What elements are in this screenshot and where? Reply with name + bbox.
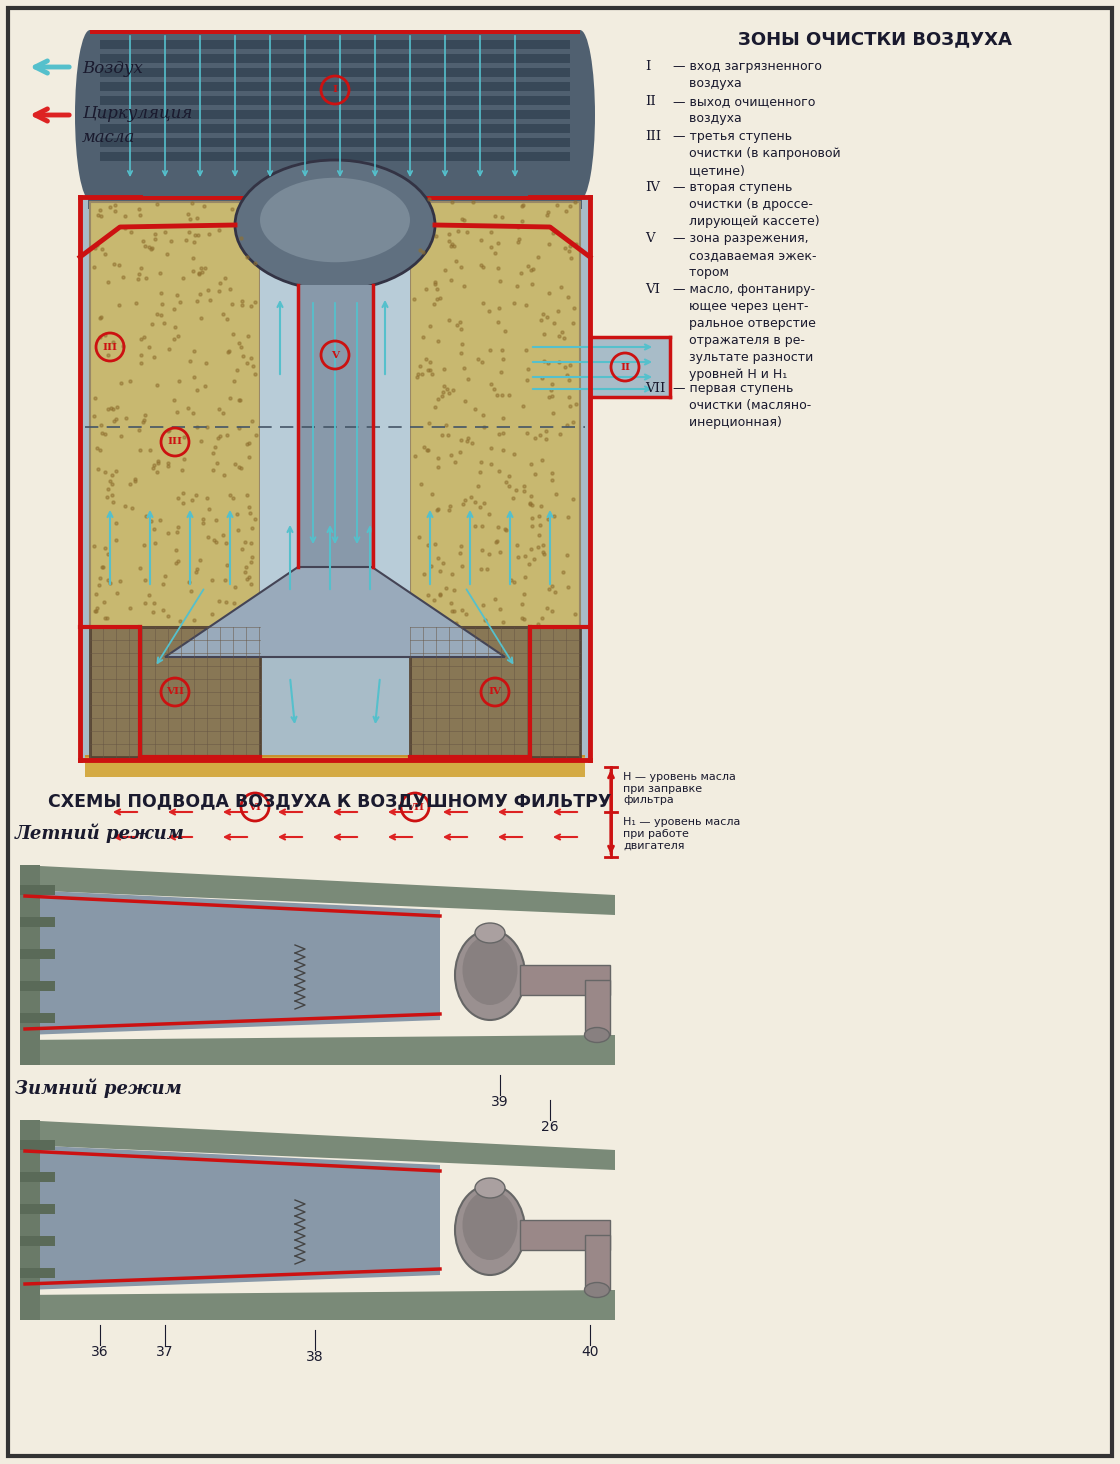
Ellipse shape	[585, 1282, 609, 1297]
Text: Воздух: Воздух	[82, 60, 143, 78]
Bar	[20, 981, 55, 991]
Text: Летний режим: Летний режим	[15, 823, 185, 843]
Ellipse shape	[235, 160, 435, 290]
Text: — масло, фонтаниру-
    ющее через цент-
    ральное отверстие
    отражателя в : — масло, фонтаниру- ющее через цент- рал…	[673, 283, 815, 381]
Text: VI: VI	[249, 802, 261, 811]
Bar	[520, 1220, 610, 1250]
Text: 40: 40	[581, 1345, 599, 1359]
Ellipse shape	[475, 1179, 505, 1198]
Bar	[100, 82, 570, 91]
Bar	[100, 152, 570, 161]
Bar	[20, 1236, 55, 1246]
Bar	[90, 202, 260, 627]
Bar	[90, 29, 580, 34]
Text: VII: VII	[645, 382, 665, 395]
Ellipse shape	[463, 1190, 517, 1261]
Text: V: V	[332, 350, 339, 360]
Polygon shape	[20, 1120, 615, 1170]
Ellipse shape	[75, 29, 105, 201]
Bar	[90, 627, 260, 757]
Text: I: I	[645, 60, 651, 73]
Bar	[100, 40, 570, 48]
Text: — вторая ступень
    очистки (в дроссе-
    лирующей кассете): — вторая ступень очистки (в дроссе- лиру…	[673, 182, 820, 228]
Bar	[100, 67, 570, 78]
Text: IV: IV	[645, 182, 660, 195]
Text: Н₁ — уровень масла
при работе
двигателя: Н₁ — уровень масла при работе двигателя	[623, 817, 740, 851]
Polygon shape	[20, 1035, 615, 1064]
Bar	[85, 757, 585, 777]
Text: ЗОНЫ ОЧИСТКИ ВОЗДУХА: ЗОНЫ ОЧИСТКИ ВОЗДУХА	[738, 29, 1012, 48]
Ellipse shape	[455, 930, 525, 1020]
Bar	[333, 198, 582, 209]
Text: I: I	[333, 85, 337, 95]
Text: — вход загрязненного
    воздуха: — вход загрязненного воздуха	[673, 60, 822, 89]
Text: Циркуляция
масла: Циркуляция масла	[82, 105, 193, 145]
Text: Зимний режим: Зимний режим	[15, 1079, 181, 1098]
Bar	[80, 198, 590, 760]
Bar	[260, 202, 410, 627]
Bar	[410, 202, 580, 627]
Text: Н — уровень масла
при заправке
фильтра: Н — уровень масла при заправке фильтра	[623, 772, 736, 805]
Ellipse shape	[475, 922, 505, 943]
Bar	[20, 1140, 55, 1151]
Bar	[90, 29, 580, 201]
Text: 36: 36	[91, 1345, 109, 1359]
Bar	[88, 198, 337, 209]
Bar	[520, 965, 610, 996]
Text: — зона разрежения,
    создаваемая эжек-
    тором: — зона разрежения, создаваемая эжек- тор…	[673, 231, 816, 280]
Bar	[100, 54, 570, 63]
Bar	[590, 337, 670, 397]
Bar	[20, 865, 40, 1064]
Text: 37: 37	[157, 1345, 174, 1359]
Text: IV: IV	[488, 688, 502, 697]
Text: VI: VI	[645, 283, 660, 296]
Bar	[298, 285, 373, 567]
Text: СХЕМЫ ПОДВОДА ВОЗДУХА К ВОЗДУШНОМУ ФИЛЬТРУ: СХЕМЫ ПОДВОДА ВОЗДУХА К ВОЗДУШНОМУ ФИЛЬТ…	[48, 792, 612, 810]
Polygon shape	[20, 865, 615, 915]
Bar	[100, 124, 570, 133]
Text: III: III	[103, 343, 118, 351]
Text: 39: 39	[492, 1095, 508, 1110]
Bar	[100, 110, 570, 119]
Text: — выход очищенного
    воздуха: — выход очищенного воздуха	[673, 95, 815, 124]
Ellipse shape	[463, 935, 517, 1004]
Bar	[20, 1120, 40, 1321]
Bar	[20, 1013, 55, 1023]
Ellipse shape	[564, 29, 595, 201]
Text: 38: 38	[306, 1350, 324, 1364]
Bar	[85, 755, 585, 757]
Text: VII: VII	[405, 802, 424, 811]
Text: II: II	[645, 95, 655, 108]
Bar	[90, 196, 580, 201]
Bar	[100, 138, 570, 146]
Text: III: III	[168, 438, 183, 447]
Bar	[20, 916, 55, 927]
Text: — первая ступень
    очистки (масляно-
    инерционная): — первая ступень очистки (масляно- инерц…	[673, 382, 811, 429]
Text: V: V	[645, 231, 654, 244]
Polygon shape	[25, 1145, 440, 1290]
Bar	[410, 627, 580, 757]
Polygon shape	[25, 890, 440, 1035]
Polygon shape	[20, 1290, 615, 1321]
Text: III: III	[645, 130, 661, 143]
Ellipse shape	[260, 177, 410, 262]
Polygon shape	[165, 567, 505, 657]
Bar	[20, 949, 55, 959]
Bar	[20, 1173, 55, 1181]
Bar	[585, 979, 610, 1035]
Text: — третья ступень
    очистки (в капроновой
    щетине): — третья ступень очистки (в капроновой щ…	[673, 130, 841, 177]
Bar	[100, 97, 570, 105]
Ellipse shape	[455, 1184, 525, 1275]
Ellipse shape	[585, 1028, 609, 1042]
Bar	[20, 1203, 55, 1214]
Text: II: II	[620, 363, 629, 372]
Text: VII: VII	[166, 688, 184, 697]
Bar	[20, 1268, 55, 1278]
Bar	[20, 886, 55, 895]
Bar	[585, 1236, 610, 1290]
Text: 26: 26	[541, 1120, 559, 1135]
